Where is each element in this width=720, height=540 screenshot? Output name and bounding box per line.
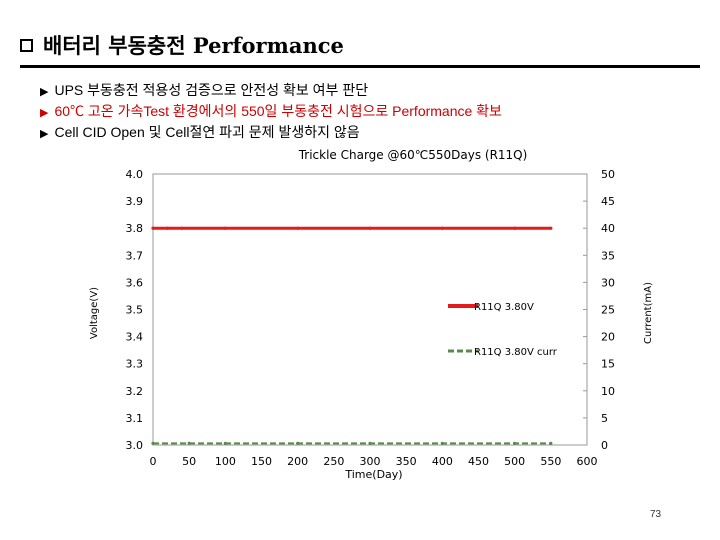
bullet-list: ▶ UPS 부동충전 적용성 검증으로 안전성 확보 여부 판단 ▶ 60℃ 고온 … bbox=[40, 81, 502, 144]
bullet-item: ▶ UPS 부동충전 적용성 검증으로 안전성 확보 여부 판단 bbox=[40, 81, 502, 102]
y2-tick-label: 15 bbox=[601, 358, 615, 371]
y2-tick-label: 45 bbox=[601, 195, 615, 208]
y2-tick-label: 50 bbox=[601, 168, 615, 181]
slide-title: 배터리 부동충전 Performance bbox=[43, 33, 344, 58]
y2-tick-label: 0 bbox=[601, 439, 608, 452]
data-point bbox=[440, 226, 444, 230]
data-point bbox=[368, 441, 372, 445]
y2-tick-label: 25 bbox=[601, 304, 615, 317]
x-tick-label: 500 bbox=[504, 455, 525, 468]
data-point bbox=[296, 441, 300, 445]
y-tick-label: 3.0 bbox=[126, 439, 144, 452]
y-tick-label: 3.2 bbox=[126, 385, 144, 398]
triangle-bullet-icon: ▶ bbox=[40, 128, 49, 140]
data-point bbox=[513, 441, 517, 445]
x-tick-label: 150 bbox=[251, 455, 272, 468]
y-tick-label: 3.7 bbox=[126, 249, 144, 262]
data-point bbox=[296, 226, 300, 230]
y-tick-label: 3.3 bbox=[126, 358, 144, 371]
y2-tick-label: 5 bbox=[601, 412, 608, 425]
x-tick-label: 250 bbox=[323, 455, 344, 468]
data-point bbox=[368, 226, 372, 230]
x-tick-label: 50 bbox=[182, 455, 196, 468]
data-point bbox=[223, 226, 227, 230]
data-point bbox=[513, 226, 517, 230]
y2-tick-label: 20 bbox=[601, 331, 615, 344]
y-axis-label: Voltage(V) bbox=[89, 287, 100, 339]
data-point bbox=[440, 441, 444, 445]
y2-tick-label: 10 bbox=[601, 385, 615, 398]
y2-tick-label: 35 bbox=[601, 249, 615, 262]
x-tick-label: 450 bbox=[468, 455, 489, 468]
x-tick-label: 300 bbox=[360, 455, 381, 468]
x-tick-label: 600 bbox=[577, 455, 598, 468]
x-tick-label: 350 bbox=[396, 455, 417, 468]
y2-tick-label: 40 bbox=[601, 222, 615, 235]
bullet-item-highlight: ▶ 60℃ 고온 가속Test 환경에서의 550일 부동충전 시험으로 Perf… bbox=[40, 102, 502, 123]
data-point bbox=[549, 226, 553, 230]
data-point bbox=[187, 441, 191, 445]
data-point bbox=[549, 441, 553, 445]
y-tick-label: 3.4 bbox=[126, 331, 144, 344]
slide-title-row: 배터리 부동충전 Performance bbox=[20, 30, 344, 60]
x-tick-label: 100 bbox=[215, 455, 236, 468]
x-tick-label: 550 bbox=[540, 455, 561, 468]
y-tick-label: 3.6 bbox=[126, 276, 144, 289]
chart-title: Trickle Charge @60℃550Days (R11Q) bbox=[298, 148, 528, 162]
y-tick-label: 3.1 bbox=[126, 412, 144, 425]
y2-axis-label: Current(mA) bbox=[643, 282, 654, 344]
data-point bbox=[223, 441, 227, 445]
data-point bbox=[151, 441, 155, 445]
bullet-item: ▶ Cell CID Open 및 Cell절연 파괴 문제 발생하지 않음 bbox=[40, 123, 502, 144]
y2-tick-label: 30 bbox=[601, 276, 615, 289]
data-point bbox=[151, 226, 155, 230]
checkbox-bullet-icon bbox=[20, 38, 33, 52]
bullet-text: UPS 부동충전 적용성 검증으로 안전성 확보 여부 판단 bbox=[54, 82, 369, 98]
triangle-bullet-icon: ▶ bbox=[40, 107, 49, 119]
y-tick-label: 3.8 bbox=[126, 222, 144, 235]
legend-label: R11Q 3.80V bbox=[474, 302, 534, 313]
title-underline bbox=[20, 65, 700, 68]
data-point bbox=[165, 226, 170, 230]
triangle-bullet-icon: ▶ bbox=[40, 86, 49, 98]
plot-area: 4.03.93.83.73.63.53.43.33.23.13.05045403… bbox=[126, 168, 616, 468]
data-point bbox=[180, 226, 184, 230]
y-tick-label: 3.9 bbox=[126, 195, 144, 208]
x-tick-label: 0 bbox=[150, 455, 157, 468]
bullet-text: 60℃ 고온 가속Test 환경에서의 550일 부동충전 시험으로 Perfo… bbox=[54, 103, 502, 119]
y-tick-label: 4.0 bbox=[126, 168, 144, 181]
y-tick-label: 3.5 bbox=[126, 304, 144, 317]
bullet-text: Cell CID Open 및 Cell절연 파괴 문제 발생하지 않음 bbox=[54, 124, 360, 140]
x-axis-label: Time(Day) bbox=[344, 468, 402, 481]
x-tick-label: 200 bbox=[287, 455, 308, 468]
page-number: 73 bbox=[650, 509, 662, 520]
x-tick-label: 400 bbox=[432, 455, 453, 468]
legend-label: R11Q 3.80V curr bbox=[474, 347, 558, 358]
